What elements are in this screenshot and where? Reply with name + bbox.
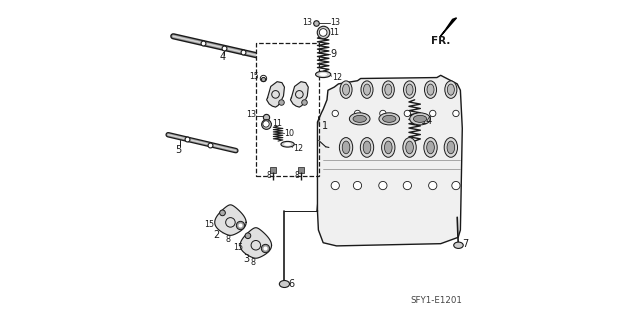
Circle shape bbox=[278, 100, 282, 104]
Polygon shape bbox=[267, 82, 284, 107]
Circle shape bbox=[263, 121, 269, 127]
Polygon shape bbox=[440, 18, 456, 36]
Ellipse shape bbox=[381, 137, 395, 157]
Text: 13: 13 bbox=[302, 19, 312, 27]
Ellipse shape bbox=[379, 113, 399, 125]
Circle shape bbox=[353, 182, 362, 190]
Circle shape bbox=[220, 210, 225, 216]
Circle shape bbox=[429, 182, 437, 190]
Ellipse shape bbox=[385, 141, 392, 154]
Circle shape bbox=[319, 29, 327, 36]
Ellipse shape bbox=[342, 141, 350, 154]
Text: 12: 12 bbox=[332, 73, 342, 82]
Text: 15: 15 bbox=[204, 220, 214, 229]
Polygon shape bbox=[317, 75, 462, 246]
Text: 2: 2 bbox=[214, 230, 220, 240]
Text: 8: 8 bbox=[267, 171, 271, 180]
Circle shape bbox=[331, 182, 339, 190]
Ellipse shape bbox=[447, 141, 454, 154]
Ellipse shape bbox=[342, 84, 349, 95]
Ellipse shape bbox=[406, 84, 413, 95]
Text: 7: 7 bbox=[462, 239, 468, 249]
Circle shape bbox=[245, 233, 251, 239]
Ellipse shape bbox=[404, 81, 415, 98]
Circle shape bbox=[452, 182, 460, 190]
Ellipse shape bbox=[284, 143, 291, 146]
Text: 4: 4 bbox=[219, 52, 225, 62]
Text: 11: 11 bbox=[329, 28, 339, 37]
Ellipse shape bbox=[383, 115, 396, 122]
Ellipse shape bbox=[424, 137, 437, 157]
Ellipse shape bbox=[279, 280, 289, 287]
Ellipse shape bbox=[413, 115, 427, 122]
Ellipse shape bbox=[340, 81, 352, 98]
Ellipse shape bbox=[427, 84, 434, 95]
Ellipse shape bbox=[316, 71, 331, 78]
Polygon shape bbox=[291, 82, 308, 107]
Circle shape bbox=[303, 100, 307, 104]
Ellipse shape bbox=[319, 73, 327, 76]
Text: 6: 6 bbox=[289, 279, 295, 289]
Ellipse shape bbox=[281, 141, 294, 147]
Text: 3: 3 bbox=[243, 254, 250, 263]
Ellipse shape bbox=[363, 141, 371, 154]
Ellipse shape bbox=[349, 113, 370, 125]
Circle shape bbox=[332, 110, 339, 117]
Circle shape bbox=[404, 110, 410, 117]
Text: 9: 9 bbox=[330, 49, 336, 59]
Ellipse shape bbox=[444, 137, 458, 157]
Ellipse shape bbox=[427, 141, 435, 154]
Circle shape bbox=[380, 110, 386, 117]
Ellipse shape bbox=[410, 113, 430, 125]
Text: 13: 13 bbox=[330, 19, 340, 27]
Text: 1: 1 bbox=[321, 121, 328, 131]
Ellipse shape bbox=[447, 84, 454, 95]
Ellipse shape bbox=[360, 137, 374, 157]
Text: 12: 12 bbox=[293, 144, 303, 153]
Text: 14: 14 bbox=[421, 116, 433, 126]
Text: 13: 13 bbox=[246, 110, 256, 119]
Circle shape bbox=[403, 182, 412, 190]
Polygon shape bbox=[240, 228, 271, 258]
Circle shape bbox=[429, 110, 436, 117]
Ellipse shape bbox=[339, 137, 353, 157]
Text: 5: 5 bbox=[175, 145, 182, 155]
Text: 8: 8 bbox=[294, 171, 299, 180]
Ellipse shape bbox=[361, 81, 373, 98]
Polygon shape bbox=[215, 205, 246, 235]
Ellipse shape bbox=[403, 137, 416, 157]
Text: 8: 8 bbox=[251, 258, 256, 267]
Ellipse shape bbox=[385, 84, 392, 95]
Text: 15: 15 bbox=[233, 243, 243, 252]
Text: FR.: FR. bbox=[431, 36, 450, 46]
Ellipse shape bbox=[382, 81, 394, 98]
Circle shape bbox=[355, 110, 361, 117]
Text: SFY1-E1201: SFY1-E1201 bbox=[410, 296, 462, 305]
Ellipse shape bbox=[353, 115, 366, 122]
Ellipse shape bbox=[424, 81, 436, 98]
Ellipse shape bbox=[445, 81, 457, 98]
Text: 10: 10 bbox=[284, 129, 294, 138]
Text: 11: 11 bbox=[272, 119, 282, 128]
Text: 8: 8 bbox=[225, 235, 230, 244]
Circle shape bbox=[452, 110, 459, 117]
FancyBboxPatch shape bbox=[256, 43, 319, 176]
Text: 15: 15 bbox=[250, 72, 259, 81]
Ellipse shape bbox=[406, 141, 413, 154]
Circle shape bbox=[379, 182, 387, 190]
Ellipse shape bbox=[454, 242, 463, 249]
Ellipse shape bbox=[364, 84, 371, 95]
